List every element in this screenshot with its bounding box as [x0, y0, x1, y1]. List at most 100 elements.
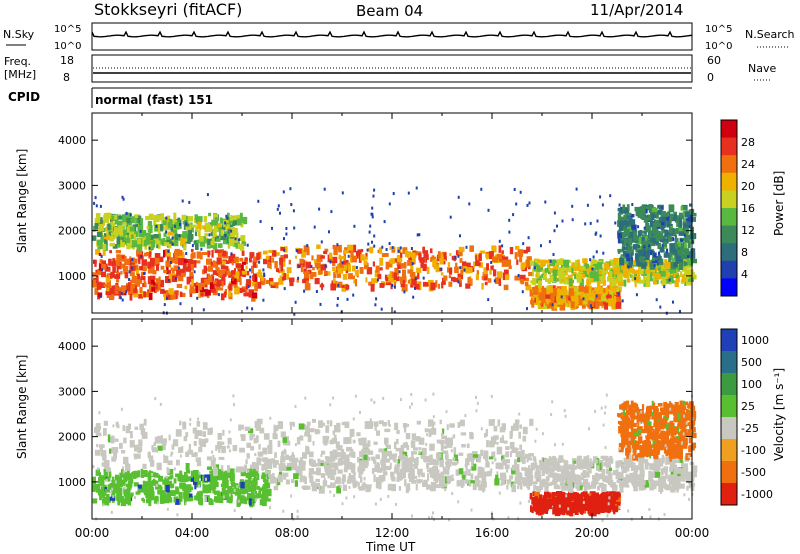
colorbar-tick-label: 24	[741, 158, 755, 171]
data-cell	[360, 249, 364, 253]
data-cell	[490, 265, 494, 271]
data-cell	[600, 493, 605, 501]
data-cell	[143, 481, 149, 488]
data-cell	[163, 293, 168, 301]
data-cell	[673, 261, 678, 268]
data-cell	[280, 465, 287, 472]
data-cell	[262, 250, 268, 255]
data-cell	[579, 485, 583, 490]
nsearch-tick-top: 10^5	[705, 24, 732, 35]
data-cell	[514, 419, 520, 424]
data-cell	[526, 459, 529, 463]
data-cell	[582, 478, 589, 487]
data-cell	[147, 276, 152, 285]
data-cell	[378, 420, 384, 425]
data-cell	[631, 476, 637, 484]
data-cell	[157, 286, 161, 290]
data-cell	[439, 481, 445, 488]
data-cell	[149, 225, 153, 234]
data-cell	[411, 433, 417, 440]
data-cell	[167, 460, 173, 466]
data-cell	[436, 452, 440, 459]
data-cell	[218, 287, 224, 291]
data-cell	[100, 490, 104, 496]
data-cell	[568, 259, 571, 263]
data-cell	[414, 283, 420, 290]
data-cell	[680, 472, 687, 478]
data-cell	[485, 428, 488, 437]
data-cell	[373, 441, 378, 445]
data-cell	[553, 505, 559, 511]
data-cell	[282, 437, 288, 443]
data-cell	[185, 215, 188, 222]
data-cell	[152, 472, 157, 477]
data-cell	[387, 262, 392, 268]
data-cell	[363, 461, 369, 466]
data-cell	[626, 279, 631, 283]
data-cell	[394, 258, 399, 263]
data-cell	[478, 262, 483, 268]
data-cell	[651, 207, 657, 213]
data-cell	[654, 224, 658, 228]
data-cell	[558, 493, 561, 500]
data-cell	[182, 487, 185, 492]
data-cell	[554, 478, 561, 482]
data-cell	[581, 300, 586, 309]
data-cell	[678, 221, 683, 229]
data-cell	[104, 487, 108, 492]
data-cell	[430, 248, 433, 254]
data-cell	[398, 486, 402, 491]
data-cell	[561, 473, 567, 478]
data-cell	[330, 482, 336, 488]
data-cell	[472, 454, 479, 458]
data-cell	[663, 466, 669, 472]
data-cell	[359, 450, 365, 458]
data-speck	[173, 224, 176, 228]
data-cell	[158, 233, 161, 241]
data-cell	[141, 497, 144, 501]
data-cell	[259, 499, 263, 506]
data-cell	[687, 277, 694, 282]
data-cell	[634, 206, 641, 212]
data-cell	[363, 260, 368, 265]
data-cell	[140, 218, 143, 225]
data-cell	[397, 473, 400, 479]
data-cell	[220, 249, 224, 255]
data-cell	[418, 437, 425, 445]
data-speck	[655, 298, 658, 302]
data-cell	[478, 483, 483, 491]
data-cell	[100, 235, 104, 243]
data-cell	[142, 463, 147, 470]
data-cell	[404, 479, 407, 487]
data-cell	[327, 271, 331, 276]
data-cell	[226, 232, 231, 237]
data-cell	[174, 222, 181, 230]
data-speck	[373, 188, 376, 192]
data-cell	[235, 271, 240, 277]
data-cell	[630, 266, 634, 273]
data-cell	[295, 468, 300, 473]
data-cell	[483, 267, 488, 274]
data-cell	[291, 478, 295, 483]
data-cell	[127, 493, 131, 500]
data-cell	[566, 501, 571, 505]
data-cell	[247, 492, 253, 501]
data-cell	[344, 462, 351, 470]
data-cell	[686, 485, 689, 491]
data-cell	[513, 424, 517, 428]
data-cell	[185, 226, 192, 230]
data-cell	[184, 497, 187, 506]
data-cell	[552, 463, 558, 471]
data-cell	[618, 460, 623, 464]
data-cell	[244, 464, 247, 472]
data-cell	[240, 222, 244, 228]
data-cell	[264, 482, 271, 489]
data-speck	[595, 294, 598, 298]
data-cell	[452, 457, 456, 462]
data-cell	[405, 455, 409, 460]
data-cell	[335, 441, 340, 449]
data-cell	[381, 451, 387, 458]
data-speck	[457, 254, 460, 258]
data-cell	[277, 421, 284, 429]
data-cell	[572, 492, 578, 498]
